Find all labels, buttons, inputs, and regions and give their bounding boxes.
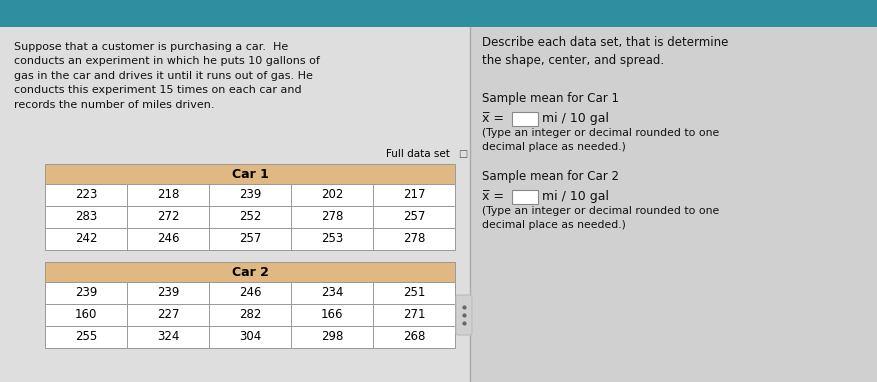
Text: (Type an integer or decimal rounded to one
decimal place as needed.): (Type an integer or decimal rounded to o…	[482, 206, 719, 230]
Bar	[45, 184, 455, 206]
FancyBboxPatch shape	[456, 295, 472, 335]
Text: 202: 202	[321, 188, 343, 201]
Text: Describe each data set, that is determine
the shape, center, and spread.: Describe each data set, that is determin…	[482, 36, 729, 67]
Text: 278: 278	[403, 233, 425, 246]
Text: 239: 239	[75, 286, 97, 299]
Text: Car 1: Car 1	[232, 167, 268, 181]
Text: (Type an integer or decimal rounded to one
decimal place as needed.): (Type an integer or decimal rounded to o…	[482, 128, 719, 152]
Text: 257: 257	[403, 210, 425, 223]
Text: □: □	[458, 149, 467, 159]
Text: 253: 253	[321, 233, 343, 246]
Bar	[45, 326, 455, 348]
Text: 223: 223	[75, 188, 97, 201]
Bar	[0, 0, 470, 382]
Text: 166: 166	[321, 309, 343, 322]
Bar	[512, 112, 538, 126]
Text: Car 2: Car 2	[232, 265, 268, 278]
Text: 246: 246	[239, 286, 261, 299]
Text: x̅ =: x̅ =	[482, 112, 508, 125]
Text: 234: 234	[321, 286, 343, 299]
Text: mi / 10 gal: mi / 10 gal	[542, 112, 609, 125]
Bar	[45, 282, 455, 304]
Text: 227: 227	[157, 309, 179, 322]
Text: 257: 257	[239, 233, 261, 246]
Text: Sample mean for Car 2: Sample mean for Car 2	[482, 170, 619, 183]
Bar	[45, 262, 455, 282]
Text: 271: 271	[403, 309, 425, 322]
Text: mi / 10 gal: mi / 10 gal	[542, 190, 609, 203]
Text: 218: 218	[157, 188, 179, 201]
Text: 242: 242	[75, 233, 97, 246]
Bar	[45, 164, 455, 184]
Text: 252: 252	[239, 210, 261, 223]
Text: x̅ =: x̅ =	[482, 190, 508, 203]
Text: 160: 160	[75, 309, 97, 322]
Bar	[45, 228, 455, 250]
Text: Sample mean for Car 1: Sample mean for Car 1	[482, 92, 619, 105]
Text: 246: 246	[157, 233, 179, 246]
Text: 255: 255	[75, 330, 97, 343]
Text: 283: 283	[75, 210, 97, 223]
Text: 239: 239	[157, 286, 179, 299]
Bar	[0, 0, 877, 27]
Bar	[45, 206, 455, 228]
Text: 239: 239	[239, 188, 261, 201]
Text: 272: 272	[157, 210, 179, 223]
Text: 304: 304	[239, 330, 261, 343]
Text: 278: 278	[321, 210, 343, 223]
Bar	[45, 304, 455, 326]
Text: 251: 251	[403, 286, 425, 299]
Bar	[470, 0, 877, 382]
Text: Suppose that a customer is purchasing a car.  He
conducts an experiment in which: Suppose that a customer is purchasing a …	[14, 42, 320, 110]
Text: 268: 268	[403, 330, 425, 343]
Text: Full data set: Full data set	[386, 149, 450, 159]
Text: 324: 324	[157, 330, 179, 343]
Text: 298: 298	[321, 330, 343, 343]
Bar	[512, 190, 538, 204]
Text: 282: 282	[239, 309, 261, 322]
Text: 217: 217	[403, 188, 425, 201]
